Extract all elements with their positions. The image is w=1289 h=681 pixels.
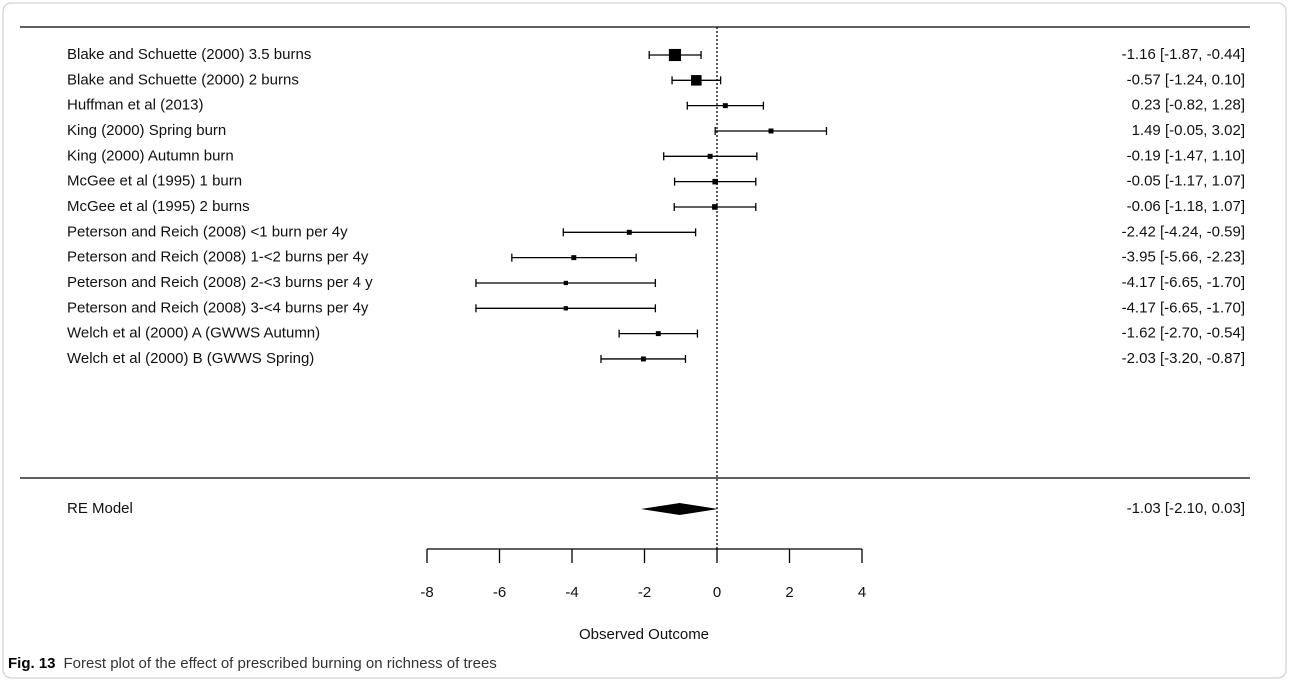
x-tick-label: -2 bbox=[638, 584, 651, 601]
estimate-label: -2.03 [-3.20, -0.87] bbox=[1122, 350, 1245, 367]
point-estimate bbox=[707, 153, 713, 159]
estimate-label: 0.23 [-0.82, 1.28] bbox=[1132, 97, 1245, 114]
summary-label: RE Model bbox=[67, 500, 133, 517]
point-estimate bbox=[712, 178, 718, 185]
estimate-label: 1.49 [-0.05, 3.02] bbox=[1132, 122, 1245, 139]
caption: Fig. 13 Forest plot of the effect of pres… bbox=[8, 655, 497, 672]
x-tick-label: -4 bbox=[565, 584, 578, 601]
estimate-label: -1.16 [-1.87, -0.44] bbox=[1122, 46, 1245, 63]
point-estimate bbox=[712, 204, 718, 210]
caption-text: Forest plot of the effect of prescribed … bbox=[64, 655, 497, 672]
x-tick-label: -8 bbox=[420, 584, 433, 601]
study-label: Peterson and Reich (2008) 2-<3 burns per… bbox=[67, 274, 373, 291]
point-estimate bbox=[626, 229, 632, 235]
estimate-label: -0.05 [-1.17, 1.07] bbox=[1127, 173, 1245, 190]
study-label: Peterson and Reich (2008) <1 burn per 4y bbox=[67, 223, 348, 240]
estimate-label: -0.19 [-1.47, 1.10] bbox=[1127, 147, 1245, 164]
study-label: Welch et al (2000) B (GWWS Spring) bbox=[67, 350, 314, 367]
study-label: McGee et al (1995) 1 burn bbox=[67, 173, 242, 190]
point-estimate bbox=[691, 75, 702, 86]
point-estimate bbox=[722, 103, 728, 109]
estimate-label: -4.17 [-6.65, -1.70] bbox=[1122, 274, 1245, 291]
study-label: Peterson and Reich (2008) 3-<4 burns per… bbox=[67, 299, 369, 316]
study-label: Peterson and Reich (2008) 1-<2 burns per… bbox=[67, 249, 369, 266]
point-estimate bbox=[668, 48, 682, 62]
study-label: Blake and Schuette (2000) 3.5 burns bbox=[67, 46, 311, 63]
point-estimate bbox=[768, 128, 774, 134]
study-label: King (2000) Spring burn bbox=[67, 122, 226, 139]
x-tick-label: 4 bbox=[858, 584, 866, 601]
study-label: Blake and Schuette (2000) 2 burns bbox=[67, 71, 299, 88]
x-tick-label: -6 bbox=[493, 584, 506, 601]
x-tick-label: 2 bbox=[785, 584, 793, 601]
estimate-label: -1.62 [-2.70, -0.54] bbox=[1122, 325, 1245, 342]
point-estimate bbox=[640, 356, 646, 362]
caption-label: Fig. 13 bbox=[8, 655, 56, 672]
study-label: Huffman et al (2013) bbox=[67, 97, 203, 114]
estimate-label: -0.57 [-1.24, 0.10] bbox=[1127, 71, 1245, 88]
estimate-label: -4.17 [-6.65, -1.70] bbox=[1122, 299, 1245, 316]
study-label: King (2000) Autumn burn bbox=[67, 147, 234, 164]
point-estimate bbox=[563, 306, 568, 311]
estimate-label: -2.42 [-4.24, -0.59] bbox=[1122, 223, 1245, 240]
estimate-label: -0.06 [-1.18, 1.07] bbox=[1127, 198, 1245, 215]
point-estimate bbox=[571, 255, 577, 261]
x-axis-title: Observed Outcome bbox=[579, 626, 709, 643]
estimate-label: -3.95 [-5.66, -2.23] bbox=[1122, 249, 1245, 266]
study-label: Welch et al (2000) A (GWWS Autumn) bbox=[67, 325, 320, 342]
summary-estimate-label: -1.03 [-2.10, 0.03] bbox=[1127, 500, 1245, 517]
summary-diamond bbox=[640, 503, 719, 515]
x-tick-label: 0 bbox=[713, 584, 721, 601]
point-estimate bbox=[563, 280, 568, 286]
study-label: McGee et al (1995) 2 burns bbox=[67, 198, 250, 215]
point-estimate bbox=[655, 331, 661, 337]
